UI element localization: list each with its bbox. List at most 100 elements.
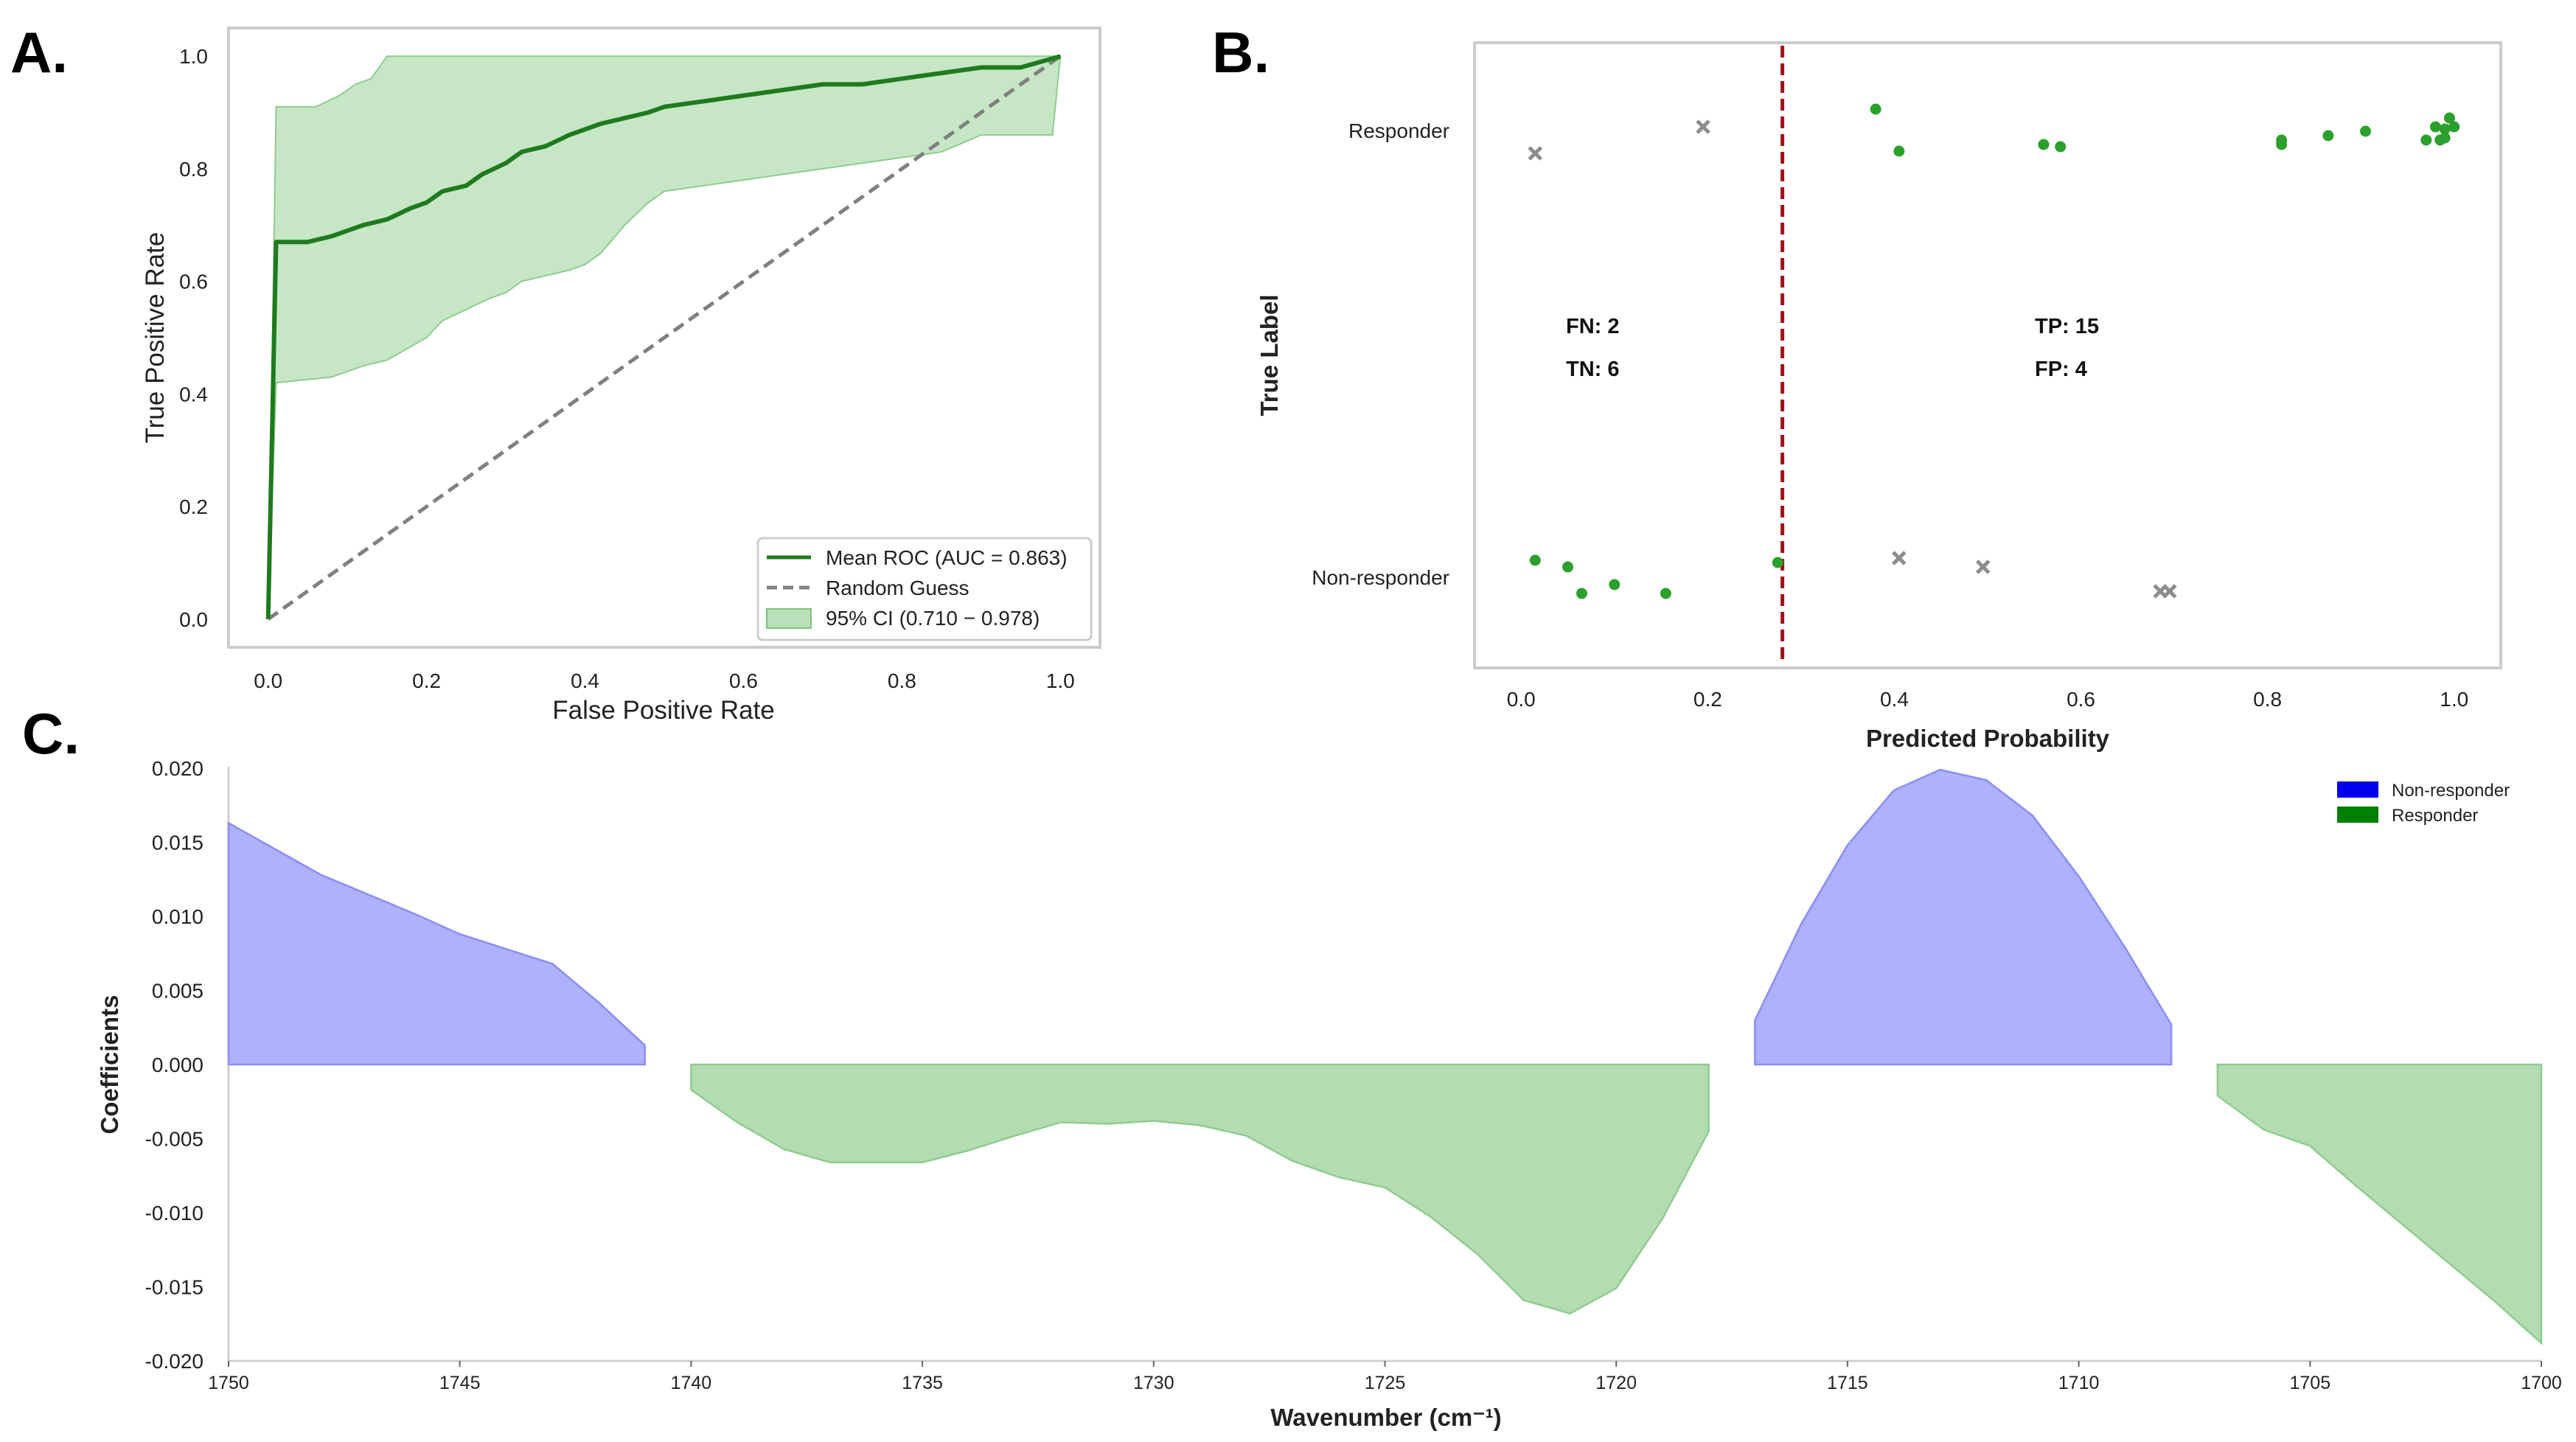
responder-correct-point bbox=[2055, 141, 2067, 153]
y-tick-label: 1.0 bbox=[179, 45, 208, 68]
y-tick-label: 0.2 bbox=[179, 495, 208, 518]
panel-label-c: C. bbox=[22, 701, 80, 766]
ci-band bbox=[267, 55, 1062, 619]
panel-b-xlabel: Predicted Probability bbox=[1866, 725, 2110, 752]
panel-b-plot-area bbox=[1528, 46, 2460, 665]
responder-correct-point bbox=[2448, 121, 2460, 133]
responder-correct-point bbox=[2276, 139, 2288, 150]
non-responder-correct-point bbox=[1562, 561, 1573, 573]
y-tick-label: 0.020 bbox=[152, 757, 203, 780]
panel-a-ticks: 0.0 0.2 0.4 0.6 0.8 1.0 0.0 0.2 0.4 0.6 0.8 1.0 bbox=[179, 45, 1075, 692]
x-tick-label: 1745 bbox=[439, 1373, 481, 1393]
panel-label-b: B. bbox=[1212, 20, 1270, 85]
y-tick-label: -0.005 bbox=[145, 1128, 203, 1151]
annotation-fn: FN: 2 bbox=[1566, 315, 1620, 338]
responder-area bbox=[690, 1063, 1710, 1315]
panel-c-ylabel: Coefficients bbox=[96, 995, 123, 1135]
x-tick-label: 1705 bbox=[2289, 1373, 2330, 1393]
legend-non-responder-swatch bbox=[2337, 781, 2378, 798]
responder-correct-point bbox=[2360, 125, 2371, 137]
x-tick-label: 1730 bbox=[1133, 1373, 1174, 1393]
x-tick-label: 1.0 bbox=[2440, 688, 2468, 711]
panel-b-ticks: 0.0 0.2 0.4 0.6 0.8 1.0 bbox=[1507, 688, 2468, 711]
responder-correct-point bbox=[2429, 121, 2441, 133]
non-responder-correct-point bbox=[1772, 557, 1783, 568]
responder-correct-point bbox=[2443, 112, 2455, 124]
legend-mean-roc-label: Mean ROC (AUC = 0.863) bbox=[826, 546, 1068, 569]
panel-c-ticks: 1750 1745 1740 1735 1730 1725 1720 1715 1710 1705… bbox=[145, 757, 2562, 1393]
x-tick-label: 1700 bbox=[2521, 1373, 2562, 1393]
x-tick-label: 0.6 bbox=[2067, 688, 2095, 711]
responder-correct-point bbox=[2322, 130, 2334, 142]
x-tick-label: 0.2 bbox=[412, 669, 441, 692]
responder-misclassified-marker bbox=[1696, 119, 1710, 134]
panel-b-ylabel: True Label bbox=[1256, 294, 1283, 416]
responder-misclassified-marker bbox=[1528, 146, 1543, 161]
x-tick-label: 0.6 bbox=[729, 669, 758, 692]
y-tick-label: 0.4 bbox=[179, 383, 208, 405]
non-responder-correct-point bbox=[1576, 588, 1587, 599]
panel-c-legend: Non-responder Responder bbox=[2337, 781, 2510, 826]
y-tick-label: -0.015 bbox=[145, 1276, 203, 1299]
non-responder-misclassified-marker bbox=[1892, 551, 1907, 565]
responder-area bbox=[2216, 1063, 2543, 1345]
legend-non-responder-label: Non-responder bbox=[2392, 781, 2510, 801]
y-tick-label: -0.020 bbox=[145, 1350, 203, 1373]
y-tick-label: 0.8 bbox=[179, 158, 208, 181]
panel-a-legend: Mean ROC (AUC = 0.863) Random Guess 95% … bbox=[756, 537, 1093, 641]
category-label-non-responder: Non-responder bbox=[1312, 566, 1449, 589]
responder-correct-point bbox=[2439, 123, 2451, 135]
responder-correct-point bbox=[2439, 132, 2451, 144]
category-label-responder: Responder bbox=[1348, 119, 1449, 142]
x-tick-label: 1725 bbox=[1365, 1373, 1406, 1393]
x-tick-label: 0.0 bbox=[254, 669, 282, 692]
annotation-tn: TN: 6 bbox=[1566, 358, 1620, 381]
panel-label-a: A. bbox=[10, 20, 68, 85]
panel-c-plot-area bbox=[227, 767, 2543, 1362]
x-tick-label: 1.0 bbox=[1046, 669, 1075, 692]
x-tick-label: 1720 bbox=[1595, 1373, 1637, 1393]
legend-random-label: Random Guess bbox=[826, 577, 970, 599]
y-tick-label: 0.015 bbox=[152, 832, 203, 854]
random-guess-line bbox=[267, 55, 1062, 621]
legend-responder-label: Responder bbox=[2392, 806, 2478, 826]
panel-a-roc-chart: 0.0 0.2 0.4 0.6 0.8 1.0 0.0 0.2 0.4 0.6 0.8 1.0 Fal… bbox=[141, 27, 1101, 725]
responder-correct-point bbox=[2038, 139, 2050, 150]
y-tick-label: 0.0 bbox=[179, 608, 208, 631]
non-responder-misclassified-marker bbox=[1975, 560, 1991, 574]
annotation-tp: TP: 15 bbox=[2035, 315, 2099, 338]
x-tick-label: 0.4 bbox=[1880, 688, 1909, 711]
x-tick-label: 1710 bbox=[2058, 1373, 2100, 1393]
x-tick-label: 0.0 bbox=[1507, 688, 1536, 711]
panel-b-scatter-chart: 0.0 0.2 0.4 0.6 0.8 1.0 Responder Non-respond… bbox=[1256, 41, 2502, 752]
x-tick-label: 0.8 bbox=[888, 669, 916, 692]
x-tick-label: 1715 bbox=[1827, 1373, 1868, 1393]
mean-roc-line bbox=[265, 54, 1062, 619]
x-tick-label: 1740 bbox=[671, 1373, 712, 1393]
y-tick-label: 0.010 bbox=[152, 905, 203, 928]
non-responder-correct-point bbox=[1529, 554, 1541, 566]
x-tick-label: 0.8 bbox=[2253, 688, 2282, 711]
panel-a-plot-area bbox=[265, 54, 1062, 621]
non-responder-correct-point bbox=[1660, 588, 1671, 599]
panel-a-ylabel: True Positive Rate bbox=[141, 232, 170, 444]
x-tick-label: 1750 bbox=[208, 1373, 249, 1393]
x-tick-label: 1735 bbox=[902, 1373, 943, 1393]
panel-c-coefficient-chart: 1750 1745 1740 1735 1730 1725 1720 1715 1710 1705… bbox=[96, 757, 2562, 1431]
non-responder-area bbox=[227, 821, 646, 1066]
legend-responder-swatch bbox=[2337, 807, 2378, 823]
legend-ci-label: 95% CI (0.710 − 0.978) bbox=[826, 607, 1040, 630]
y-tick-label: 0.005 bbox=[152, 980, 203, 1003]
x-tick-label: 0.2 bbox=[1693, 688, 1722, 711]
y-tick-label: 0.6 bbox=[179, 271, 208, 293]
panel-a-legend-box bbox=[756, 537, 1093, 641]
legend-ci-swatch bbox=[766, 608, 812, 629]
responder-correct-point bbox=[2420, 134, 2432, 146]
responder-correct-point bbox=[1870, 103, 1881, 115]
x-tick-label: 0.4 bbox=[571, 669, 599, 692]
responder-correct-point bbox=[1893, 145, 1905, 157]
y-tick-label: 0.000 bbox=[152, 1053, 203, 1076]
non-responder-misclassified-marker bbox=[2162, 584, 2177, 599]
annotation-fp: FP: 4 bbox=[2035, 358, 2087, 381]
